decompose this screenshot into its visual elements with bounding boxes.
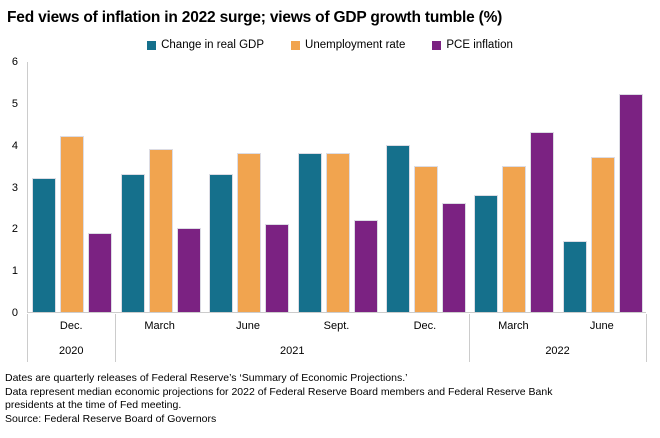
bar-unemployment-rate-3-sept: [325, 153, 350, 312]
x-tick-label-2-june: June: [236, 320, 260, 332]
x-tick-label-4-dec: Dec.: [413, 320, 437, 332]
chart-legend: Change in real GDP Unemployment rate PCE i…: [0, 39, 660, 51]
x-axis: Dec. March June Sept. Dec. March June 2020 2021 2…: [27, 314, 647, 362]
legend-item-pce-inflation: PCE inflation: [432, 39, 513, 51]
bar-pce-inflation-3-sept: [353, 220, 378, 312]
bar-unemployment-rate-4-dec: [413, 166, 438, 312]
year-label-2022: 2022: [545, 345, 570, 357]
bar-pce-inflation-6-june: [618, 94, 643, 312]
y-tick-label-6: 6: [11, 56, 18, 68]
year-separator: [27, 314, 28, 362]
legend-swatch-icon: [291, 40, 301, 50]
plot-area: [27, 62, 646, 313]
bar-unemployment-rate-0-dec: [60, 136, 85, 312]
legend-item-change-in-real-gdp: Change in real GDP: [147, 39, 264, 51]
chart-title: Fed views of inflation in 2022 surge; vi…: [7, 9, 503, 26]
bar-unemployment-rate-6-june: [590, 157, 615, 312]
legend-label: Unemployment rate: [305, 39, 406, 51]
bar-unemployment-rate-2-june: [237, 153, 262, 312]
bar-unemployment-rate-5-march: [502, 166, 527, 312]
x-tick-label-5-march: March: [498, 320, 529, 332]
footnote-source: Source: Federal Reserve Board of Governo…: [5, 412, 217, 425]
legend-label: PCE inflation: [446, 39, 513, 51]
y-axis: 0 1 2 3 4 5 6: [0, 56, 18, 363]
y-tick-label-5: 5: [11, 97, 18, 110]
bar-change-in-real-gdp-4-dec: [385, 145, 410, 312]
bar-chart: 0 1 2 3 4 5 6 Dec. March June Sept. Dec. March June 2…: [0, 56, 660, 363]
year-separator: [469, 314, 470, 362]
y-tick-label-4: 4: [11, 139, 18, 152]
year-separator: [115, 314, 116, 362]
year-label-2020: 2020: [58, 345, 84, 357]
y-tick-label-3: 3: [11, 181, 18, 194]
x-tick-label-6-june: June: [589, 320, 614, 332]
footnote-dates: Dates are quarterly releases of Federal …: [5, 372, 408, 384]
bar-pce-inflation-1-march: [176, 228, 201, 312]
bar-pce-inflation-2-june: [265, 224, 290, 312]
legend-item-unemployment-rate: Unemployment rate: [291, 39, 405, 51]
footnotes: Dates are quarterly releases of Federal …: [5, 372, 593, 426]
bar-unemployment-rate-1-march: [148, 149, 173, 312]
legend-swatch-icon: [147, 40, 157, 50]
bar-pce-inflation-4-dec: [441, 203, 466, 312]
year-label-2021: 2021: [280, 345, 305, 357]
footnote-data: Data represent median economic projectio…: [5, 385, 553, 412]
bar-change-in-real-gdp-0-dec: [32, 178, 57, 312]
x-tick-label-3-sept: Sept.: [323, 320, 350, 332]
bar-pce-inflation-5-march: [530, 132, 555, 312]
bar-change-in-real-gdp-1-march: [120, 174, 145, 312]
legend-swatch-icon: [432, 40, 442, 50]
x-tick-label-0-dec: Dec.: [59, 320, 83, 332]
y-tick-label-0: 0: [11, 307, 18, 319]
legend-label: Change in real GDP: [161, 39, 265, 51]
bar-change-in-real-gdp-5-march: [474, 195, 499, 312]
y-tick-label-1: 1: [11, 265, 18, 278]
x-tick-label-1-march: March: [144, 320, 175, 332]
year-separator: [646, 314, 647, 362]
bar-change-in-real-gdp-3-sept: [297, 153, 322, 312]
bar-pce-inflation-0-dec: [88, 233, 113, 312]
bar-change-in-real-gdp-2-june: [209, 174, 234, 312]
bar-change-in-real-gdp-6-june: [562, 241, 587, 312]
y-tick-label-2: 2: [11, 223, 18, 236]
